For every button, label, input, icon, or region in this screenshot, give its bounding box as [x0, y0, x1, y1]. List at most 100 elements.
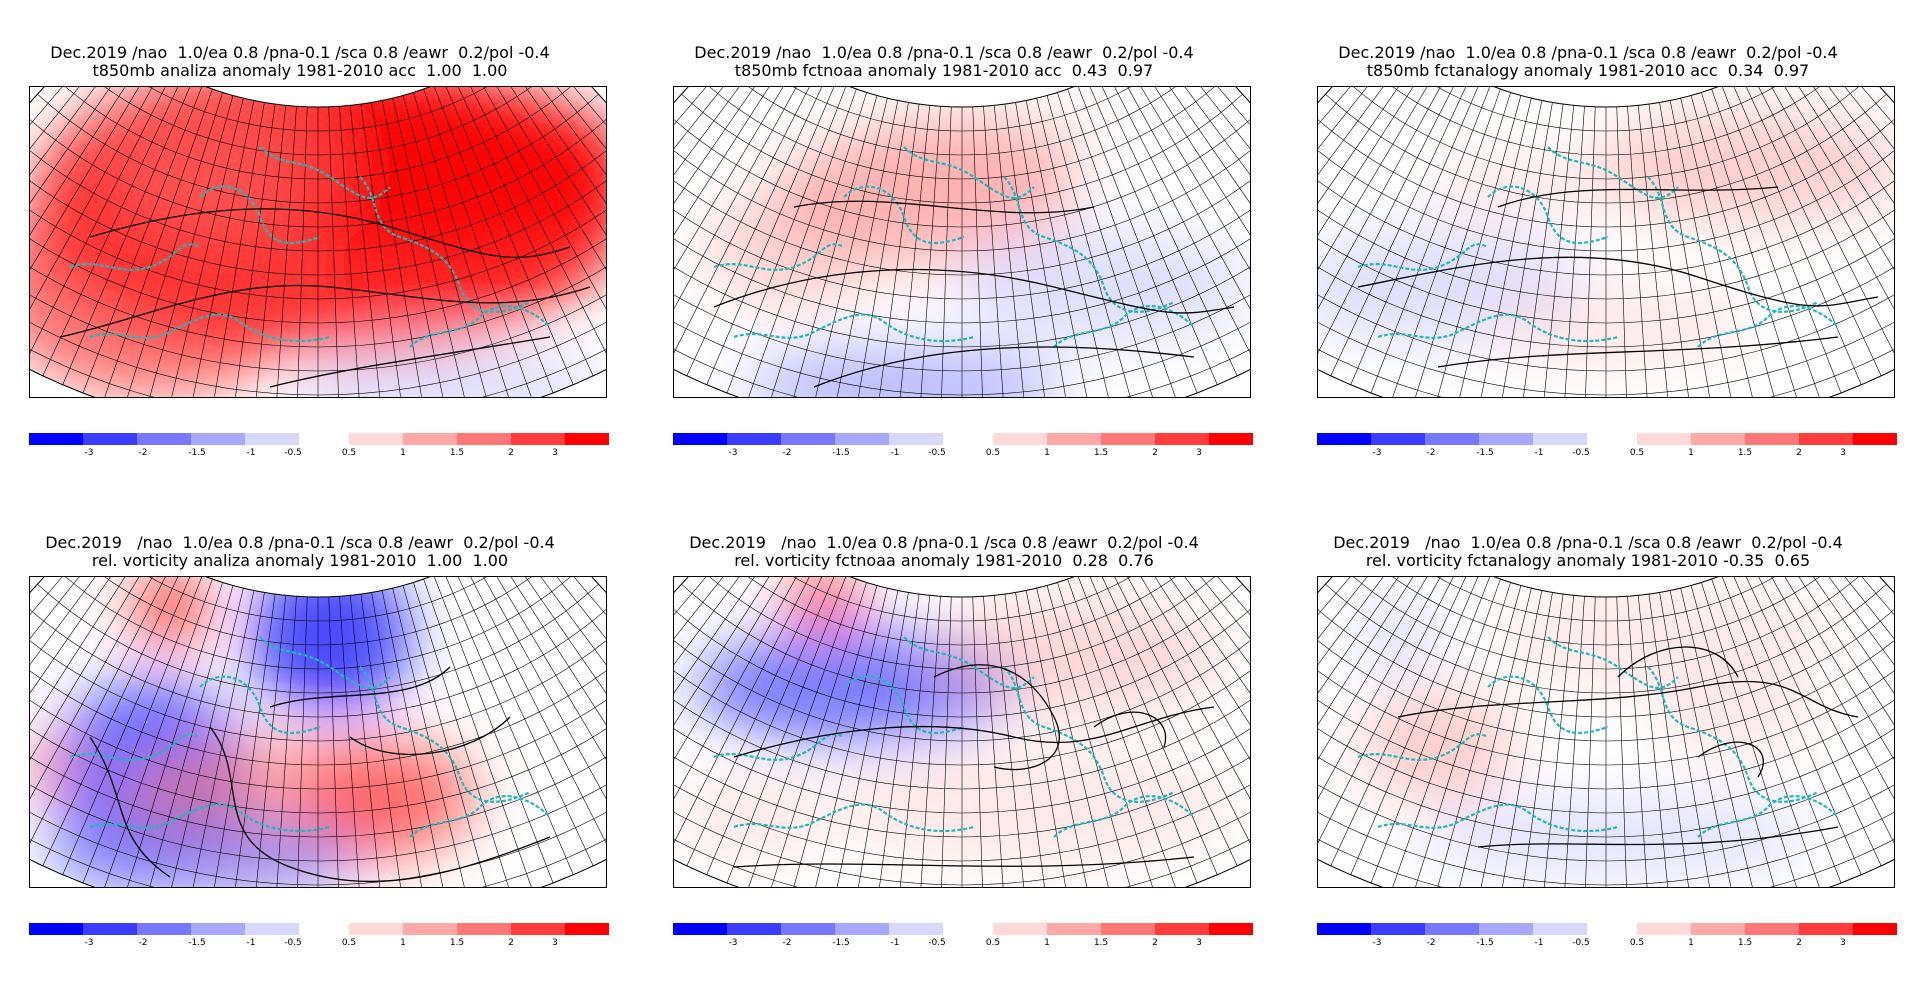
colorbar-tick-label: -1.5 — [1476, 448, 1494, 458]
colorbar-tick-label: 0.5 — [985, 448, 1001, 458]
colorbar-tick-label: 0.5 — [341, 448, 357, 458]
meridian-line — [993, 595, 1028, 887]
contours — [713, 200, 1235, 388]
meridian-line — [1721, 87, 1842, 394]
meridian-line — [1350, 577, 1481, 875]
colorbar-swatch-negative — [1371, 923, 1425, 935]
meridian-line — [1330, 87, 1471, 376]
colorbar-swatch-negative — [1317, 433, 1371, 445]
meridian-line — [1046, 585, 1136, 887]
meridian-line — [1318, 87, 1443, 346]
meridian-line — [349, 595, 384, 887]
meridian-line — [349, 105, 384, 397]
colorbar-swatch-positive — [1155, 433, 1209, 445]
meridian-line — [1411, 92, 1511, 397]
meridian-line — [674, 87, 790, 334]
map-sector — [674, 577, 1250, 887]
meridian-line — [30, 87, 155, 346]
colorbar-tick-label: 0.5 — [1629, 938, 1645, 948]
meridian-line — [788, 585, 878, 887]
meridian-line — [686, 577, 827, 866]
meridian-line — [499, 87, 606, 322]
meridian-line — [993, 105, 1028, 397]
meridian-line — [1813, 577, 1894, 772]
coastlines — [69, 636, 551, 838]
map-canvas — [674, 87, 1250, 397]
meridian-line — [674, 577, 781, 812]
meridian-line — [42, 87, 183, 376]
meridian-line — [1787, 87, 1894, 322]
colorbar-swatch-positive — [349, 923, 403, 935]
colorbar-swatch-negative — [781, 433, 835, 445]
colorbar-tick-label: -1 — [890, 448, 900, 458]
meridian-line — [453, 577, 594, 866]
meridian-line — [1701, 582, 1801, 887]
lat-lon-grid — [674, 87, 1250, 397]
colorbar-tick-label: 1 — [1044, 938, 1050, 948]
colorbar-tick-label: -1.5 — [832, 938, 850, 948]
colorbar-swatch-negative — [191, 923, 245, 935]
meridian-line — [674, 87, 781, 322]
coastlines — [69, 146, 551, 348]
contour-line — [269, 336, 551, 388]
meridian-line — [706, 577, 837, 875]
meridian-line — [1106, 87, 1250, 367]
meridian-line — [462, 577, 606, 857]
colorbar-swatch-positive — [565, 923, 609, 935]
colorbar-swatch-negative — [137, 923, 191, 935]
meridian-line — [1046, 95, 1136, 397]
colorbar-tick-label: 0.5 — [1629, 448, 1645, 458]
meridian-line — [472, 577, 606, 847]
colorbar-tick-label: -0.5 — [928, 938, 946, 948]
meridian-line — [1731, 577, 1862, 875]
meridian-line — [30, 577, 174, 857]
colorbar-swatch-positive — [1155, 923, 1209, 935]
meridian-line — [767, 582, 867, 887]
contour-line — [269, 666, 451, 708]
meridian-line — [1562, 106, 1585, 397]
colorbar-tick-label: -0.5 — [928, 448, 946, 458]
meridian-line — [1057, 92, 1157, 397]
meridian-line — [30, 577, 164, 847]
panel-title-line1: Dec.2019 /nao 1.0/ea 0.8 /pna-0.1 /sca 0… — [689, 533, 1199, 552]
colorbar-tick-label: 1 — [1688, 448, 1694, 458]
colorbar-tick-label: -2 — [138, 448, 148, 458]
coastline — [89, 803, 331, 833]
coastline — [1377, 803, 1619, 833]
contour-line — [1093, 711, 1167, 748]
meridian-line — [42, 577, 183, 866]
meridian-line — [1690, 95, 1780, 397]
meridian-line — [453, 87, 594, 376]
meridian-line — [166, 588, 244, 887]
colorbar-swatch-positive — [1691, 923, 1745, 935]
panel-title-line2: rel. vorticity fctanalogy anomaly 1981-2… — [1365, 551, 1811, 570]
meridian-line — [1475, 100, 1543, 397]
meridian-line — [1760, 87, 1894, 357]
meridian-line — [1318, 87, 1425, 322]
meridian-line — [810, 98, 888, 397]
meridian-line — [508, 577, 606, 799]
colorbar-swatch-positive — [1047, 923, 1101, 935]
contour-line — [89, 208, 571, 259]
meridian-line — [360, 594, 406, 887]
meridian-line — [1134, 87, 1250, 334]
map-canvas — [1318, 577, 1894, 887]
colorbar-tick-label: 1.5 — [1737, 938, 1753, 948]
meridian-line — [674, 577, 808, 847]
meridian-line — [983, 596, 1006, 887]
anomaly-area — [924, 597, 1224, 717]
meridian-line — [1370, 87, 1491, 394]
colorbar-tick-label: -2 — [138, 938, 148, 948]
meridian-line — [1152, 87, 1250, 309]
lat-lon-grid — [30, 87, 606, 397]
meridian-line — [187, 100, 255, 397]
sector-outline — [1318, 87, 1894, 397]
anomaly-area — [784, 577, 864, 627]
meridian-line — [1350, 87, 1481, 385]
panel-t850-analiza: Dec.2019 /nao 1.0/ea 0.8 /pna-0.1 /sca 0… — [0, 0, 609, 470]
meridian-line — [82, 577, 203, 884]
panel-title-line2: rel. vorticity fctnoaa anomaly 1981-2010… — [734, 551, 1154, 570]
colorbar-swatch-negative — [673, 923, 727, 935]
meridian-line — [295, 106, 308, 397]
coastlines — [1357, 146, 1839, 348]
